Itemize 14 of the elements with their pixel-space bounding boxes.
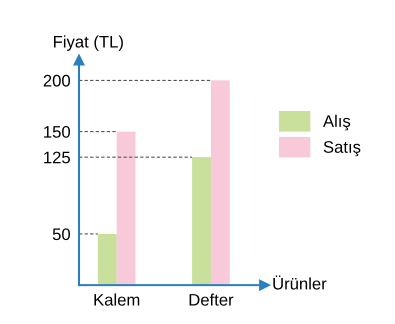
y-tick-label: 125 — [44, 152, 70, 164]
x-tick-label: Kalem — [94, 293, 140, 306]
bar — [210, 80, 230, 286]
legend-label: Satış — [324, 141, 360, 156]
y-axis-title: Fiyat (TL) — [54, 35, 123, 51]
y-tick-label: 150 — [44, 126, 70, 138]
x-tick-label: Defter — [190, 293, 234, 306]
x-axis-title: Ürünler — [273, 275, 326, 290]
y-tick-label: 50 — [52, 228, 70, 240]
bar — [116, 132, 136, 286]
legend-label: Alış — [323, 114, 350, 130]
bar — [192, 157, 211, 286]
bar — [98, 234, 117, 286]
y-tick-label: 200 — [44, 74, 70, 87]
